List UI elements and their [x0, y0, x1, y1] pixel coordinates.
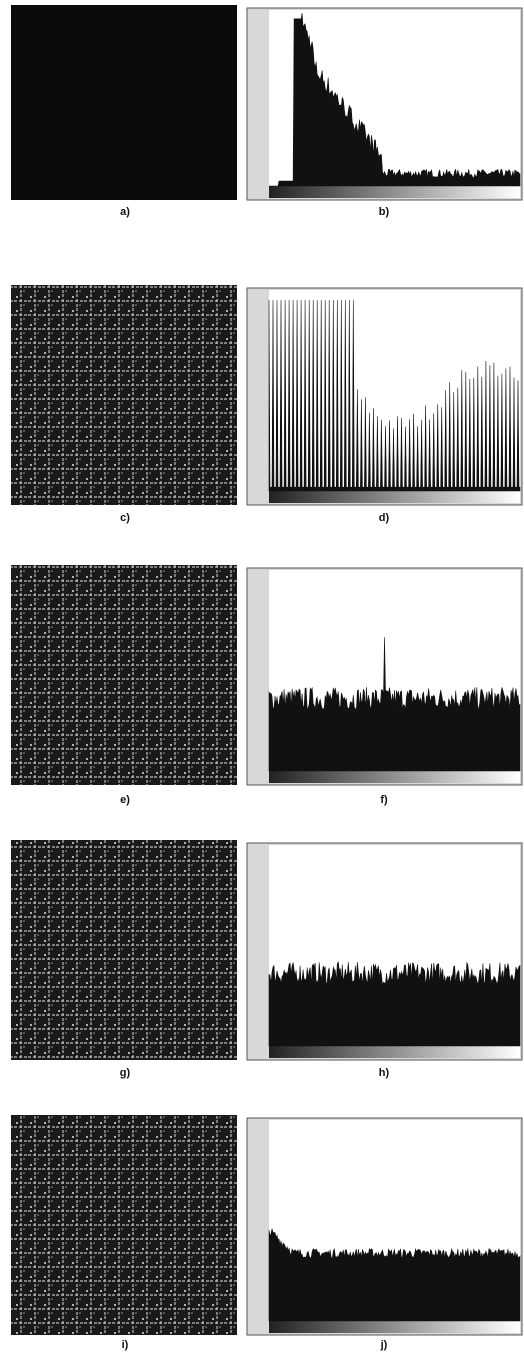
histogram-label: d)	[379, 512, 390, 524]
image	[11, 565, 237, 785]
histogram-label: f)	[380, 794, 388, 806]
image	[11, 840, 237, 1060]
image-label: g)	[120, 1067, 131, 1079]
histogram-label: h)	[379, 1067, 390, 1079]
image	[11, 5, 237, 200]
image-label: i)	[122, 1339, 129, 1351]
image-label: a)	[120, 206, 130, 218]
histogram-silhouette	[268, 1228, 521, 1322]
histogram-axis-bar	[269, 1046, 520, 1058]
histogram-label: j)	[380, 1339, 388, 1351]
image	[11, 1115, 237, 1335]
histogram-axis-bar	[269, 771, 520, 783]
image-label: c)	[120, 512, 130, 524]
histogram-silhouette	[268, 961, 521, 1047]
histogram-axis-bar	[269, 1321, 520, 1333]
histogram-label: b)	[379, 206, 390, 218]
histogram-silhouette	[269, 13, 521, 187]
image	[11, 285, 237, 505]
histogram-axis-bar	[269, 186, 520, 198]
histogram-silhouette	[268, 637, 521, 772]
histogram-axis-bar	[269, 491, 520, 503]
image-label: e)	[120, 794, 130, 806]
histogram-silhouette	[268, 300, 521, 492]
